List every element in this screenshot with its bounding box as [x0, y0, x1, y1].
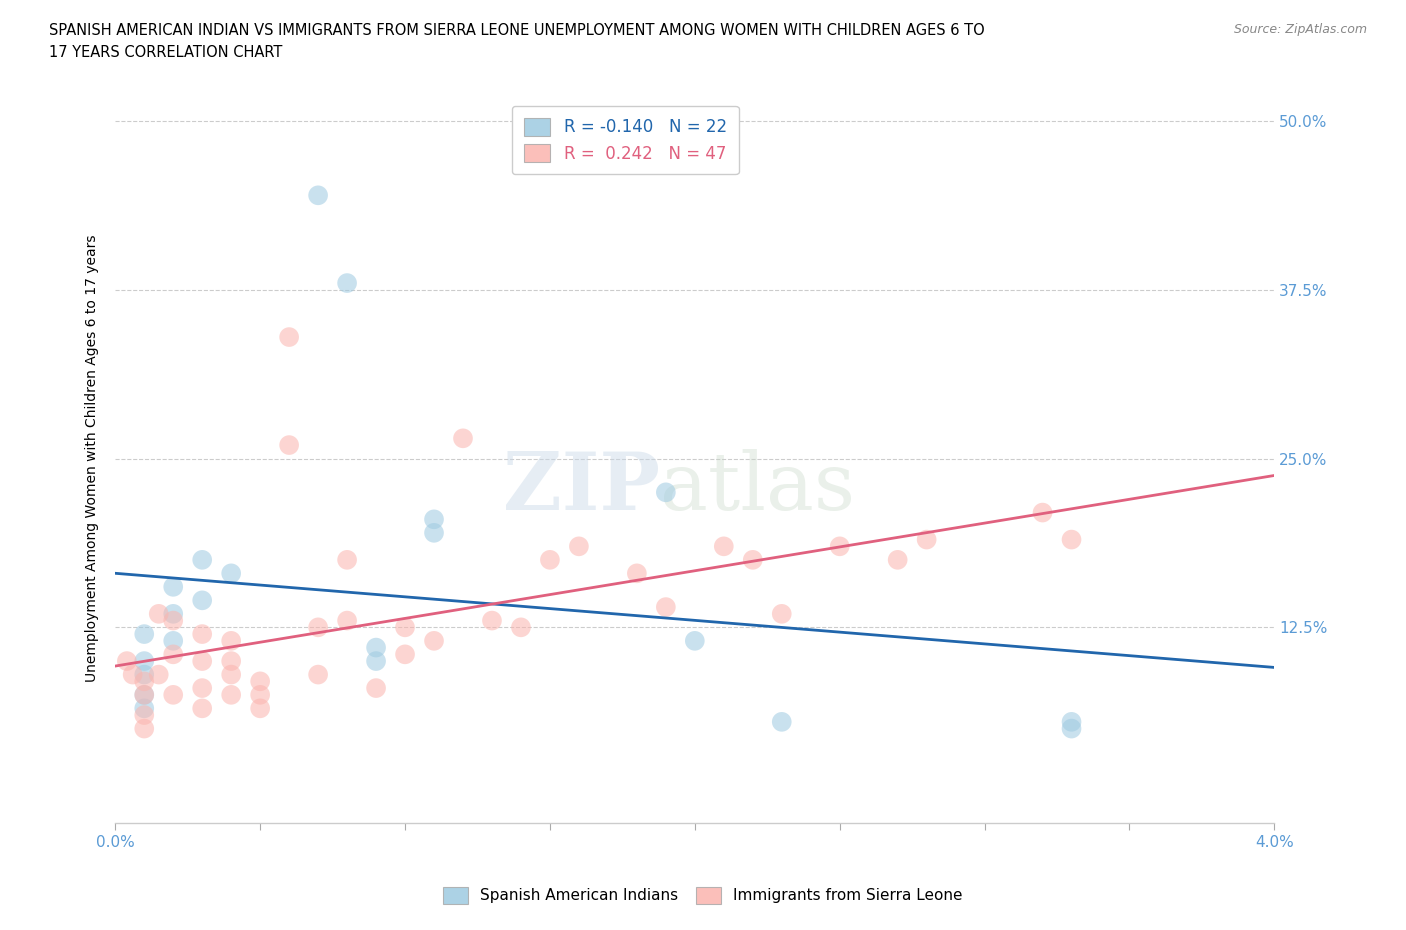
Point [278, 438, 301, 453]
Point [191, 552, 214, 567]
Point [364, 654, 387, 669]
Point [148, 606, 170, 621]
Point [134, 654, 156, 669]
Point [191, 701, 214, 716]
Point [191, 627, 214, 642]
Point [336, 613, 359, 628]
Y-axis label: Unemployment Among Women with Children Ages 6 to 17 years: Unemployment Among Women with Children A… [86, 234, 100, 683]
Legend: Spanish American Indians, Immigrants from Sierra Leone: Spanish American Indians, Immigrants fro… [436, 879, 970, 911]
Point [121, 667, 143, 682]
Text: Source: ZipAtlas.com: Source: ZipAtlas.com [1233, 23, 1367, 36]
Point [770, 606, 793, 621]
Point [162, 647, 184, 662]
Point [219, 687, 242, 702]
Point [1060, 714, 1083, 729]
Point [134, 674, 156, 689]
Legend: R = -0.140   N = 22, R =  0.242   N = 47: R = -0.140 N = 22, R = 0.242 N = 47 [512, 106, 738, 174]
Point [655, 485, 678, 499]
Point [162, 613, 184, 628]
Point [134, 721, 156, 736]
Point [423, 525, 446, 540]
Point [626, 565, 648, 580]
Point [481, 613, 503, 628]
Point [741, 552, 763, 567]
Point [886, 552, 908, 567]
Point [655, 600, 678, 615]
Point [510, 620, 533, 635]
Point [162, 633, 184, 648]
Point [364, 640, 387, 655]
Point [394, 647, 416, 662]
Point [451, 431, 474, 445]
Point [219, 667, 242, 682]
Point [148, 667, 170, 682]
Text: atlas: atlas [659, 449, 855, 526]
Point [336, 275, 359, 290]
Point [713, 538, 735, 553]
Point [770, 714, 793, 729]
Point [307, 667, 329, 682]
Point [115, 654, 138, 669]
Point [828, 538, 851, 553]
Point [162, 687, 184, 702]
Point [134, 687, 156, 702]
Point [538, 552, 561, 567]
Point [219, 654, 242, 669]
Point [134, 627, 156, 642]
Point [134, 667, 156, 682]
Point [134, 701, 156, 716]
Point [249, 701, 271, 716]
Text: SPANISH AMERICAN INDIAN VS IMMIGRANTS FROM SIERRA LEONE UNEMPLOYMENT AMONG WOMEN: SPANISH AMERICAN INDIAN VS IMMIGRANTS FR… [49, 23, 986, 38]
Point [249, 687, 271, 702]
Text: 17 YEARS CORRELATION CHART: 17 YEARS CORRELATION CHART [49, 45, 283, 60]
Point [568, 538, 591, 553]
Point [134, 687, 156, 702]
Point [191, 593, 214, 608]
Point [307, 188, 329, 203]
Point [364, 681, 387, 696]
Point [219, 565, 242, 580]
Point [1060, 532, 1083, 547]
Point [1060, 721, 1083, 736]
Point [307, 620, 329, 635]
Point [423, 633, 446, 648]
Point [191, 654, 214, 669]
Point [191, 681, 214, 696]
Point [915, 532, 938, 547]
Point [162, 606, 184, 621]
Point [336, 552, 359, 567]
Point [423, 512, 446, 526]
Point [278, 329, 301, 344]
Point [249, 674, 271, 689]
Point [1032, 505, 1054, 520]
Point [219, 633, 242, 648]
Point [162, 579, 184, 594]
Point [394, 620, 416, 635]
Point [683, 633, 706, 648]
Point [134, 708, 156, 723]
Text: ZIP: ZIP [503, 449, 659, 526]
